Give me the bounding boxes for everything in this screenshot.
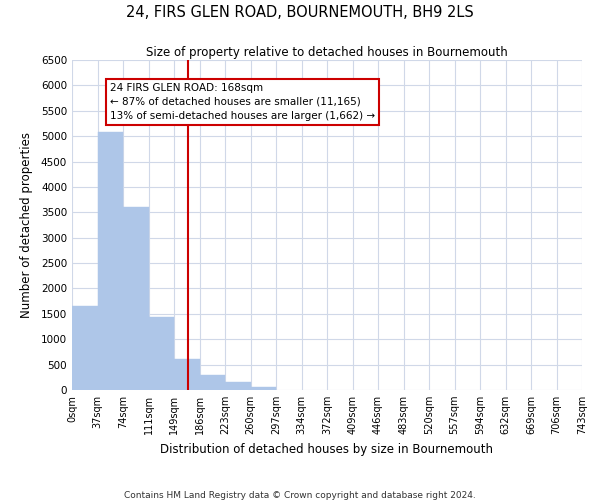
Bar [251, 388, 276, 390]
Y-axis label: Number of detached properties: Number of detached properties [20, 132, 32, 318]
X-axis label: Distribution of detached houses by size in Bournemouth: Distribution of detached houses by size … [161, 442, 493, 456]
Bar [225, 382, 251, 390]
Text: 24, FIRS GLEN ROAD, BOURNEMOUTH, BH9 2LS: 24, FIRS GLEN ROAD, BOURNEMOUTH, BH9 2LS [126, 5, 474, 20]
Bar [149, 318, 174, 390]
Text: 24 FIRS GLEN ROAD: 168sqm
← 87% of detached houses are smaller (11,165)
13% of s: 24 FIRS GLEN ROAD: 168sqm ← 87% of detac… [110, 83, 375, 121]
Text: Contains HM Land Registry data © Crown copyright and database right 2024.: Contains HM Land Registry data © Crown c… [124, 490, 476, 500]
Bar [123, 207, 149, 390]
Bar [174, 359, 199, 390]
Bar [72, 306, 97, 390]
Bar [199, 375, 225, 390]
Bar [97, 132, 123, 390]
Title: Size of property relative to detached houses in Bournemouth: Size of property relative to detached ho… [146, 46, 508, 59]
